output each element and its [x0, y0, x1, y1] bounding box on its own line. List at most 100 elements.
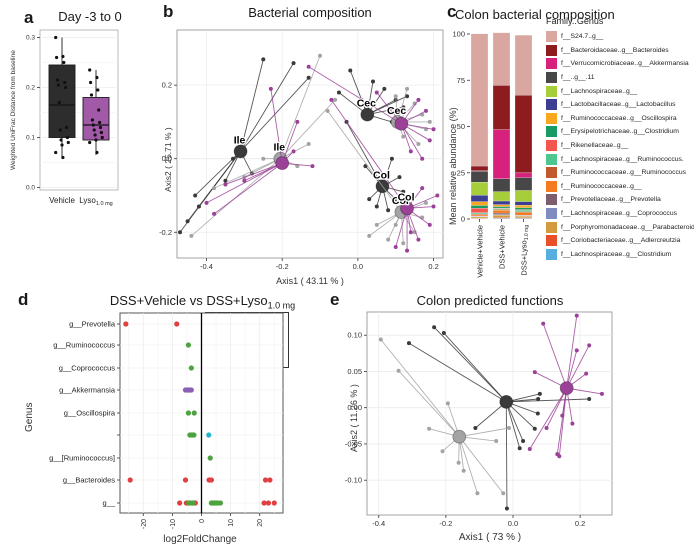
sample-point: [223, 182, 228, 187]
sample-point: [431, 127, 436, 132]
centroid-point: [452, 429, 467, 444]
taxa-legend-item: f__Ruminococcaceae..g__Oscillospira: [546, 112, 694, 126]
sample-point: [325, 108, 330, 113]
sample-point: [504, 506, 509, 511]
x-label-main: DSS+Vehicle: [498, 225, 507, 269]
data-point: [88, 140, 92, 145]
x-tick-label: 0: [199, 519, 206, 523]
x-tick-label: 10: [228, 519, 235, 527]
sample-point: [574, 313, 579, 318]
spider-spoke: [566, 345, 590, 389]
y-tick-label: 0.3: [26, 35, 35, 42]
sample-point: [371, 79, 375, 84]
genus-row-label: g__: [102, 499, 115, 508]
taxa-legend-label: f__Lachnospiraceae..g__Clostridium: [561, 250, 672, 258]
sample-point: [420, 156, 425, 161]
panel-a-label: a: [24, 8, 34, 27]
taxa-legend-swatch: [546, 221, 557, 233]
box: [48, 64, 76, 138]
data-point: [64, 85, 68, 90]
y-tick-label: 100: [452, 30, 465, 39]
sample-point: [584, 371, 589, 376]
sample-point: [431, 204, 436, 209]
spider-spoke: [240, 59, 264, 152]
data-point: [174, 321, 180, 327]
spider-spoke: [279, 55, 321, 159]
taxa-legend-label: f__Prevotellaceae..g__Prevotella: [561, 196, 661, 204]
sample-point: [318, 53, 323, 58]
sample-point: [501, 491, 506, 496]
genus-row-label: g__Ruminococcus: [53, 341, 115, 350]
panel-e-label: e: [330, 290, 340, 309]
bar-segment: [514, 216, 533, 218]
spider-spoke: [458, 436, 478, 494]
sample-point: [506, 426, 511, 430]
sample-point: [405, 94, 410, 99]
data-point: [61, 155, 65, 160]
spider-spoke: [281, 121, 298, 164]
sample-point: [435, 193, 440, 198]
taxa-legend-swatch: [546, 153, 557, 165]
sample-point: [461, 468, 466, 473]
data-point: [127, 477, 133, 483]
sample-point: [367, 233, 372, 238]
bar-segment: [492, 215, 511, 218]
bar-segment: [492, 191, 511, 202]
centroid-point: [394, 116, 409, 131]
bar-segment: [492, 212, 511, 215]
data-point: [262, 477, 269, 483]
bar-segment: [514, 172, 533, 178]
sample-point: [306, 64, 311, 69]
x-label-main: Vehicle+Vehicle: [476, 225, 485, 278]
taxa-legend-label: f__Erysipelotrichaceae..g__Clostridium: [561, 128, 679, 136]
spider-spoke: [566, 315, 578, 389]
sample-point: [397, 175, 402, 180]
sample-point: [544, 426, 549, 430]
taxa-legend-label: f__Ruminococcaceae..g__Ruminococcus: [561, 169, 687, 177]
taxa-legend-item: f__Prevotellaceae..g__Prevotella: [546, 193, 694, 207]
data-point: [182, 477, 189, 483]
spider-spoke: [505, 401, 536, 430]
data-point: [57, 100, 61, 105]
x-tick-label: -0.4: [200, 262, 213, 271]
data-point: [98, 120, 102, 125]
bar-segment: [470, 208, 489, 214]
sample-point: [185, 219, 190, 224]
sample-point: [212, 211, 217, 216]
sample-point: [393, 197, 398, 202]
sample-point: [475, 491, 480, 496]
sample-point: [473, 426, 478, 430]
sample-point: [532, 426, 537, 431]
bar-segment: [514, 205, 533, 208]
data-point: [54, 35, 58, 40]
spider-spoke: [327, 110, 402, 213]
x-tick-label: 0.2: [575, 519, 585, 528]
sample-point: [536, 397, 541, 401]
spider-spoke: [206, 162, 283, 204]
taxa-legend-label: f__Lachnospiraceae..g__Ruminococcus.: [561, 155, 684, 163]
x-tick-label: -0.2: [439, 519, 452, 528]
data-point: [100, 135, 104, 140]
taxa-legend-swatch: [546, 112, 557, 124]
taxa-legend-label: f__S24.7..g__: [561, 33, 604, 41]
data-point: [188, 365, 194, 371]
taxa-legend-label: f__..g__.11: [561, 74, 595, 82]
bar-segment: [470, 216, 489, 219]
sample-point: [196, 204, 201, 209]
panel-c-legend-title: Family..Genus: [546, 16, 604, 26]
sample-point: [363, 164, 368, 169]
sample-point: [541, 321, 546, 326]
sample-point: [212, 186, 217, 191]
spider-spoke: [566, 350, 578, 389]
data-point: [93, 133, 97, 137]
data-point: [90, 118, 94, 122]
data-point: [267, 477, 273, 483]
taxa-legend-item: f__Coriobacteriaceae..g__Adlercreutzia: [546, 234, 694, 248]
bar-segment: [492, 32, 511, 86]
x-label-sub: 1.0 mg: [96, 201, 113, 207]
sample-point: [423, 200, 428, 205]
spider-spoke: [458, 436, 504, 494]
spider-spoke: [459, 427, 510, 438]
sample-point: [557, 454, 562, 459]
data-point: [261, 500, 267, 506]
